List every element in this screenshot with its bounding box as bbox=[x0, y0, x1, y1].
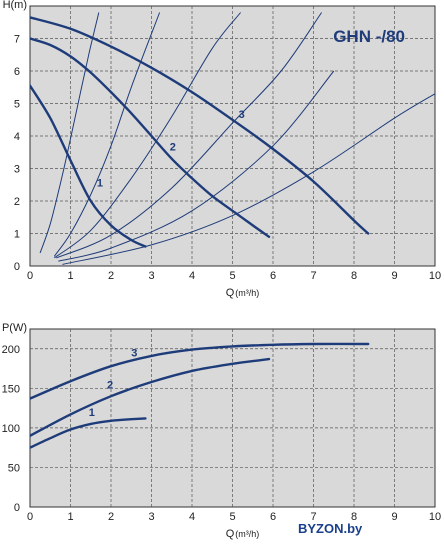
series-2-label: 2 bbox=[170, 142, 176, 154]
x-tick-label: 9 bbox=[391, 270, 397, 282]
chart-title: GHN -/80 bbox=[333, 27, 405, 46]
series-3-line bbox=[30, 16, 370, 235]
y-tick-label: 4 bbox=[14, 131, 20, 143]
x-axis-label: Q(m³/h) bbox=[226, 528, 260, 540]
y-tick-label: 150 bbox=[2, 383, 20, 395]
system-curve bbox=[56, 12, 323, 259]
x-tick-label: 0 bbox=[27, 511, 33, 523]
x-tick-label: 10 bbox=[429, 511, 441, 523]
head-flow-chart: 0 1 2 3 4 5 6 7 8 9 10 0 1 2 3 4 5 6 7 H(m) Q(m³/h) 1 2 3 GHN -/… bbox=[3, 0, 442, 299]
plot-area bbox=[29, 328, 436, 508]
x-tick-label: 2 bbox=[108, 270, 114, 282]
series-2-label: 2 bbox=[107, 379, 113, 391]
system-curve bbox=[58, 70, 335, 262]
y-tick-label: 5 bbox=[14, 99, 20, 111]
y-tick-label: 50 bbox=[8, 462, 20, 474]
x-tick-label: 1 bbox=[67, 270, 73, 282]
x-tick-label: 5 bbox=[229, 270, 235, 282]
x-axis-symbol: Q bbox=[226, 528, 235, 540]
y-axis-label: H(m) bbox=[3, 0, 27, 11]
y-tick-label: 0 bbox=[14, 261, 20, 273]
x-tick-label: 6 bbox=[270, 270, 276, 282]
y-tick-label: 0 bbox=[14, 502, 20, 514]
series-2-line bbox=[30, 37, 271, 238]
y-tick-label: 200 bbox=[2, 344, 20, 356]
x-tick-label: 4 bbox=[189, 270, 195, 282]
x-axis-unit: (m³/h) bbox=[235, 288, 259, 298]
x-axis-label: Q(m³/h) bbox=[226, 287, 260, 299]
x-tick-label: 4 bbox=[189, 511, 195, 523]
x-tick-label: 7 bbox=[310, 270, 316, 282]
system-curve bbox=[53, 12, 161, 257]
x-tick-label: 6 bbox=[270, 511, 276, 523]
y-tick-label: 3 bbox=[14, 164, 20, 176]
y-tick-label: 1 bbox=[14, 229, 20, 241]
series-1-line bbox=[30, 417, 147, 449]
y-tick-label: 2 bbox=[14, 196, 20, 208]
x-tick-label: 8 bbox=[351, 511, 357, 523]
y-axis-label: P(W) bbox=[2, 322, 27, 334]
x-tick-label: 9 bbox=[391, 511, 397, 523]
series-3-label: 3 bbox=[131, 348, 137, 360]
x-tick-label: 5 bbox=[229, 511, 235, 523]
x-tick-label: 7 bbox=[310, 511, 316, 523]
system-curve bbox=[39, 12, 100, 254]
x-tick-label: 2 bbox=[108, 511, 114, 523]
x-tick-label: 10 bbox=[429, 270, 441, 282]
series-1-label: 1 bbox=[89, 407, 95, 419]
watermark-text: BYZON.by bbox=[298, 521, 363, 536]
y-tick-label: 100 bbox=[2, 423, 20, 435]
y-tick-label: 7 bbox=[14, 34, 20, 46]
x-tick-label: 8 bbox=[351, 270, 357, 282]
system-curve bbox=[62, 93, 435, 265]
series-3-label: 3 bbox=[239, 109, 245, 121]
x-axis-symbol: Q bbox=[226, 287, 235, 299]
series-1-line bbox=[30, 84, 147, 248]
series-3-line bbox=[30, 342, 370, 400]
system-curve bbox=[53, 12, 241, 259]
x-axis-unit: (m³/h) bbox=[235, 529, 259, 539]
series-2-line bbox=[30, 357, 271, 437]
y-tick-label: 6 bbox=[14, 66, 20, 78]
x-tick-label: 1 bbox=[67, 511, 73, 523]
series-1-label: 1 bbox=[97, 177, 103, 189]
x-tick-label: 3 bbox=[148, 270, 154, 282]
x-tick-label: 3 bbox=[148, 511, 154, 523]
x-tick-label: 0 bbox=[27, 270, 33, 282]
